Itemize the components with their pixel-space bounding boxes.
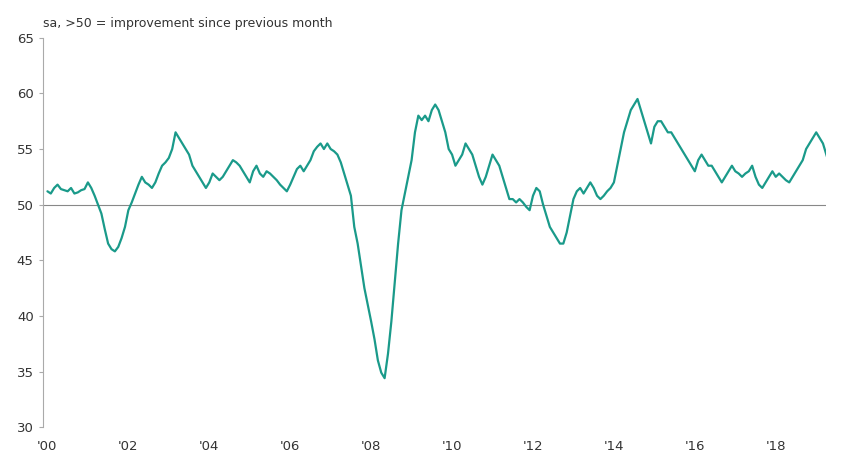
Text: sa, >50 = improvement since previous month: sa, >50 = improvement since previous mon… bbox=[43, 16, 333, 30]
